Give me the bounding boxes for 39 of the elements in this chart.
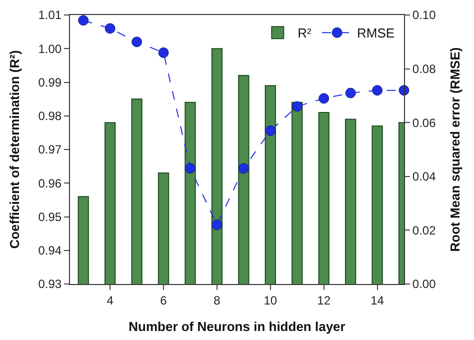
point — [78, 15, 89, 26]
point — [318, 93, 330, 104]
y2-axis-title: Root Mean squared error (RMSE) — [448, 47, 463, 252]
x-tick-label: 8 — [214, 293, 221, 308]
point — [212, 220, 222, 230]
y-tick-label: 1.01 — [38, 8, 62, 22]
point — [372, 85, 383, 96]
x-tick-label: 10 — [264, 293, 278, 308]
y-tick-label: 1.00 — [38, 42, 62, 56]
point — [398, 85, 410, 96]
y-tick-label: 0.97 — [38, 142, 62, 157]
legend-label: RMSE — [357, 26, 395, 41]
y-tick-label: 0.96 — [38, 176, 62, 190]
y-axis-title: Coefficient of determination (R²) — [7, 50, 22, 249]
y2-tick-label: 0.08 — [412, 62, 436, 76]
y-tick-label: 0.95 — [38, 210, 62, 224]
y-tick-label: 0.98 — [38, 109, 62, 124]
y2-tick-label: 0.00 — [412, 277, 436, 292]
y-tick-label: 0.93 — [38, 277, 62, 292]
point — [184, 163, 196, 174]
x-axis-title: Number of Neurons in hidden layer — [128, 319, 346, 334]
y-tick-label: 0.94 — [38, 244, 62, 258]
x-tick-label: 4 — [106, 293, 114, 308]
point — [158, 47, 169, 58]
y2-tick-label: 0.10 — [412, 8, 436, 22]
y2-tick-label: 0.04 — [412, 170, 436, 184]
y2-tick-label: 0.06 — [412, 116, 436, 130]
point — [132, 36, 142, 48]
point — [238, 163, 249, 174]
y-tick-label: 0.99 — [38, 75, 62, 90]
point — [104, 23, 116, 34]
y2-tick-label: 0.02 — [412, 223, 436, 238]
x-tick-label: 6 — [160, 293, 168, 308]
point — [265, 125, 276, 136]
x-tick-label: 12 — [317, 293, 331, 308]
point — [345, 88, 356, 98]
x-tick-label: 14 — [370, 293, 384, 308]
legend-label: R² — [298, 26, 312, 41]
point — [292, 101, 302, 112]
